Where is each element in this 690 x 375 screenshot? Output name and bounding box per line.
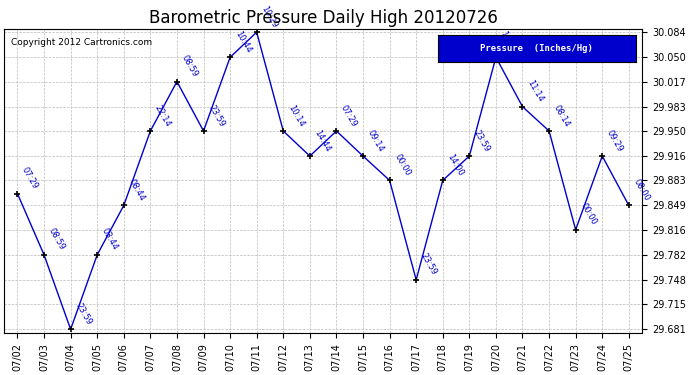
Text: 23:59: 23:59 bbox=[419, 252, 439, 277]
Text: 03:44: 03:44 bbox=[100, 227, 119, 252]
Text: 22:14: 22:14 bbox=[153, 103, 172, 128]
Text: 10:44: 10:44 bbox=[233, 29, 253, 54]
Text: 07:29: 07:29 bbox=[339, 103, 359, 128]
Text: 14:00: 14:00 bbox=[446, 153, 465, 178]
Text: 07:29: 07:29 bbox=[20, 166, 40, 191]
Text: 23:59: 23:59 bbox=[206, 103, 226, 128]
Text: 08:59: 08:59 bbox=[47, 227, 66, 252]
Text: 09:29: 09:29 bbox=[605, 128, 624, 153]
Text: 23:59: 23:59 bbox=[73, 302, 93, 327]
Text: 08:14: 08:14 bbox=[552, 103, 571, 128]
Text: 23:59: 23:59 bbox=[472, 128, 492, 153]
Text: 10:44: 10:44 bbox=[499, 29, 518, 54]
Text: 00:00: 00:00 bbox=[578, 202, 598, 227]
Text: 10:29: 10:29 bbox=[259, 4, 279, 29]
Text: 08:59: 08:59 bbox=[179, 54, 199, 79]
Text: 09:14: 09:14 bbox=[366, 128, 386, 153]
Text: Copyright 2012 Cartronics.com: Copyright 2012 Cartronics.com bbox=[10, 38, 152, 46]
Text: 11:14: 11:14 bbox=[525, 79, 545, 104]
Text: 08:00: 08:00 bbox=[631, 177, 651, 203]
Text: 10:14: 10:14 bbox=[286, 103, 306, 128]
Text: 08:44: 08:44 bbox=[126, 177, 146, 203]
Text: 00:00: 00:00 bbox=[393, 153, 412, 178]
Title: Barometric Pressure Daily High 20120726: Barometric Pressure Daily High 20120726 bbox=[149, 9, 497, 27]
Text: 14:44: 14:44 bbox=[313, 128, 333, 153]
